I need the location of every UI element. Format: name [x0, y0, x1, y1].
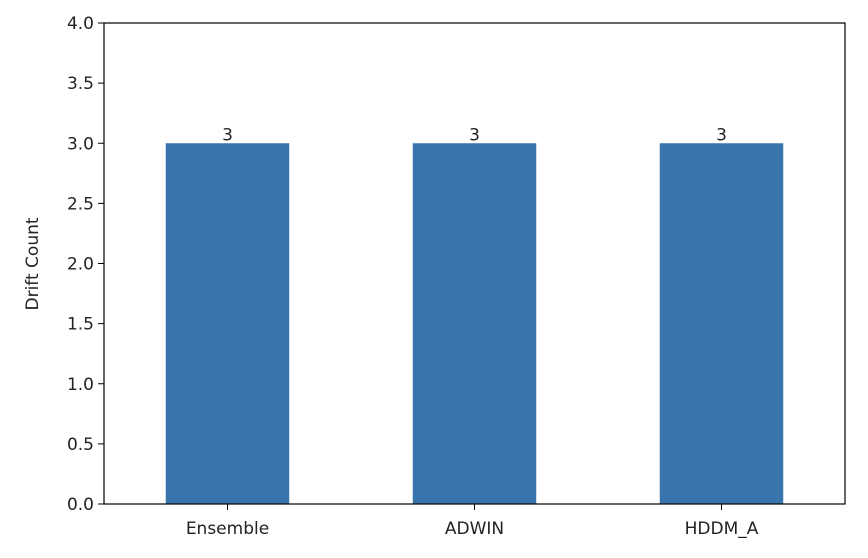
y-tick-label: 2.0 — [67, 255, 94, 275]
bar-hddm-a — [659, 143, 784, 504]
y-tick-label: 4.0 — [67, 14, 94, 34]
bar-adwin — [412, 143, 537, 504]
bar-data-labels: 3 3 3 — [222, 125, 727, 145]
bar-ensemble — [165, 143, 290, 504]
bars — [165, 143, 784, 504]
bar-data-label: 3 — [716, 125, 727, 145]
y-tick-label: 3.0 — [67, 134, 94, 154]
y-tick-label: 3.5 — [67, 74, 94, 94]
y-tick-label: 0.5 — [67, 435, 94, 455]
x-tick-label: HDDM_A — [685, 519, 759, 539]
x-tick-label: Ensemble — [186, 519, 269, 539]
x-axis-ticks: Ensemble ADWIN HDDM_A — [186, 504, 759, 539]
plot-area-frame — [103, 22, 846, 505]
y-tick-label: 0.0 — [67, 495, 94, 515]
y-tick-label: 2.5 — [67, 194, 94, 214]
y-tick-label: 1.5 — [67, 315, 94, 335]
y-tick-label: 1.0 — [67, 375, 94, 395]
y-axis-label: Drift Count — [23, 217, 43, 310]
bar-data-label: 3 — [469, 125, 480, 145]
bar-data-label: 3 — [222, 125, 233, 145]
y-axis-ticks: 0.0 0.5 1.0 1.5 2.0 2.5 3.0 3.5 4.0 — [67, 14, 104, 515]
x-tick-label: ADWIN — [445, 519, 504, 539]
